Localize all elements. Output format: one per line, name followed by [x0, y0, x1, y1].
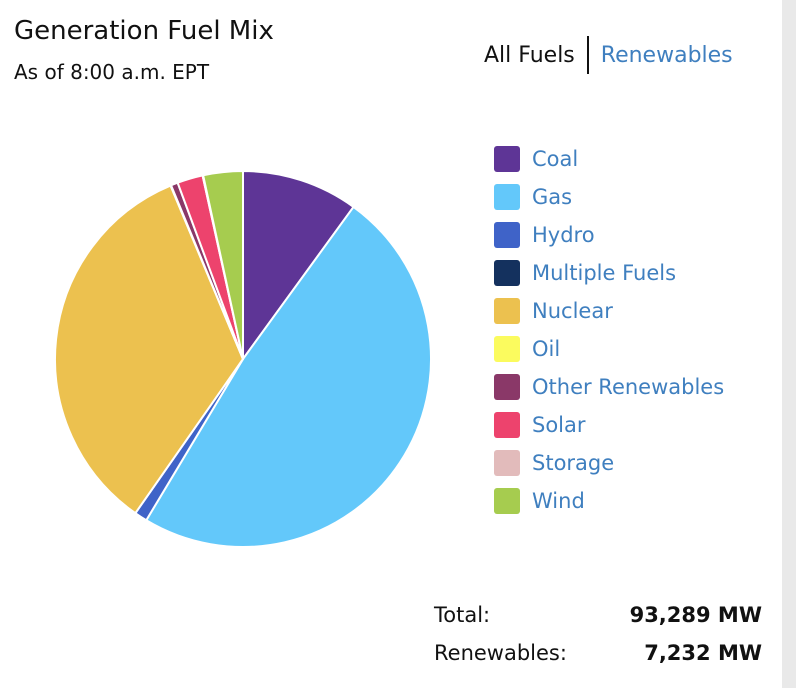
renewables-row: Renewables: 7,232 MW: [434, 634, 762, 672]
legend-swatch-wind: [494, 488, 520, 514]
totals-panel: Total: 93,289 MW Renewables: 7,232 MW: [434, 596, 762, 672]
legend-item-gas[interactable]: Gas: [494, 178, 724, 216]
all-fuels-tab[interactable]: All Fuels: [484, 42, 575, 68]
legend-item-wind[interactable]: Wind: [494, 482, 724, 520]
legend-swatch-hydro: [494, 222, 520, 248]
legend-swatch-nuclear: [494, 298, 520, 324]
renewables-value: 7,232 MW: [644, 641, 762, 665]
page-subtitle: As of 8:00 a.m. EPT: [14, 60, 210, 84]
legend-label-coal: Coal: [532, 147, 579, 171]
chart-legend: Coal Gas Hydro Multiple Fuels Nuclear Oil Othe…: [494, 140, 724, 520]
legend-item-storage[interactable]: Storage: [494, 444, 724, 482]
legend-label-wind: Wind: [532, 489, 585, 513]
legend-label-storage: Storage: [532, 451, 615, 475]
legend-item-other-renewables[interactable]: Other Renewables: [494, 368, 724, 406]
total-label: Total:: [434, 603, 491, 627]
legend-label-solar: Solar: [532, 413, 586, 437]
legend-swatch-oil: [494, 336, 520, 362]
legend-swatch-solar: [494, 412, 520, 438]
toggle-divider: [586, 36, 589, 74]
legend-item-hydro[interactable]: Hydro: [494, 216, 724, 254]
legend-label-oil: Oil: [532, 337, 561, 361]
legend-swatch-other-renewables: [494, 374, 520, 400]
legend-item-coal[interactable]: Coal: [494, 140, 724, 178]
legend-item-oil[interactable]: Oil: [494, 330, 724, 368]
pie-slice-wind[interactable]: [202, 170, 244, 360]
right-edge-panel: [782, 0, 796, 688]
legend-label-gas: Gas: [532, 185, 573, 209]
renewables-tab[interactable]: Renewables: [600, 42, 733, 68]
legend-item-multiple-fuels[interactable]: Multiple Fuels: [494, 254, 724, 292]
legend-item-solar[interactable]: Solar: [494, 406, 724, 444]
legend-swatch-gas: [494, 184, 520, 210]
fuel-view-toggle: All Fuels Renewables: [484, 36, 733, 74]
total-row: Total: 93,289 MW: [434, 596, 762, 634]
legend-item-nuclear[interactable]: Nuclear: [494, 292, 724, 330]
pie-slice-coal[interactable]: [242, 170, 355, 360]
fuel-mix-pie-chart: [54, 170, 432, 549]
legend-swatch-storage: [494, 450, 520, 476]
legend-label-nuclear: Nuclear: [532, 299, 613, 323]
legend-label-hydro: Hydro: [532, 223, 595, 247]
legend-label-other-renewables: Other Renewables: [532, 375, 725, 399]
pie-slice-gas[interactable]: [145, 205, 432, 549]
page-title: Generation Fuel Mix: [14, 16, 274, 46]
renewables-label: Renewables:: [434, 641, 567, 665]
pie-slice-nuclear[interactable]: [54, 184, 244, 515]
legend-swatch-multiple-fuels: [494, 260, 520, 286]
legend-swatch-coal: [494, 146, 520, 172]
total-value: 93,289 MW: [629, 603, 762, 627]
legend-label-multiple-fuels: Multiple Fuels: [532, 261, 677, 285]
